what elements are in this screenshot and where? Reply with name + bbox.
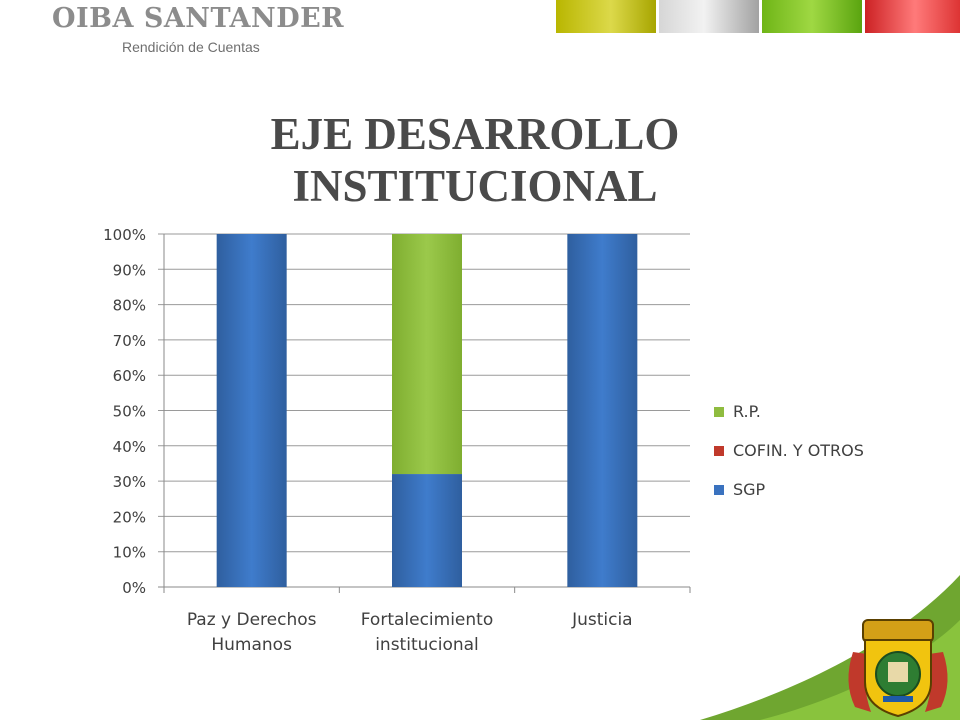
- legend-item-cofin: COFIN. Y OTROS: [714, 431, 864, 470]
- brand-subtitle: Rendición de Cuentas: [122, 39, 260, 55]
- bar-sgp-1: [392, 474, 462, 587]
- legend-item-rp: R.P.: [714, 392, 864, 431]
- x-category-label: Humanos: [211, 635, 292, 655]
- slide-title-line1: EJE DESARROLLO: [270, 109, 680, 159]
- y-tick-label: 20%: [113, 508, 146, 526]
- legend-item-sgp: SGP: [714, 470, 864, 509]
- legend-swatch-rp: [714, 406, 724, 417]
- y-tick-label: 90%: [113, 261, 146, 279]
- y-tick-label: 0%: [122, 579, 146, 597]
- x-category-label: Fortalecimiento: [361, 610, 493, 630]
- bar-r-p--1: [392, 234, 462, 475]
- color-bar-gray: [659, 0, 759, 33]
- bar-sgp-0: [216, 234, 287, 587]
- y-tick-label: 60%: [113, 367, 146, 385]
- y-tick-label: 80%: [113, 297, 146, 315]
- bar-sgp-2: [567, 234, 638, 587]
- legend-label-cofin: COFIN. Y OTROS: [733, 441, 864, 460]
- y-tick-label: 10%: [113, 544, 146, 562]
- municipal-coat-of-arms-icon: [848, 619, 948, 718]
- x-category-label: Paz y Derechos: [187, 610, 317, 630]
- color-bar-green: [762, 0, 862, 33]
- y-tick-label: 100%: [103, 226, 146, 244]
- legend-label-rp: R.P.: [733, 402, 761, 421]
- slide-title: EJE DESARROLLO INSTITUCIONAL: [200, 108, 750, 212]
- legend-swatch-sgp: [714, 484, 724, 495]
- brand-name: OIBA SANTANDER: [52, 3, 345, 34]
- chart-legend: R.P. COFIN. Y OTROS SGP: [714, 392, 864, 509]
- color-bar-red: [865, 0, 960, 33]
- y-tick-label: 30%: [113, 473, 146, 491]
- y-tick-label: 70%: [113, 332, 146, 350]
- y-tick-label: 50%: [113, 403, 146, 421]
- y-tick-label: 40%: [113, 438, 146, 456]
- legend-label-sgp: SGP: [733, 480, 766, 499]
- header-color-bars: [556, 0, 960, 33]
- slide-title-line2: INSTITUCIONAL: [292, 161, 658, 211]
- x-category-label: institucional: [375, 635, 479, 655]
- color-bar-olive: [556, 0, 656, 33]
- legend-swatch-cofin: [714, 445, 724, 456]
- brand-header: OIBA SANTANDER Rendición de Cuentas: [52, 3, 345, 56]
- x-category-label: Justicia: [571, 610, 633, 630]
